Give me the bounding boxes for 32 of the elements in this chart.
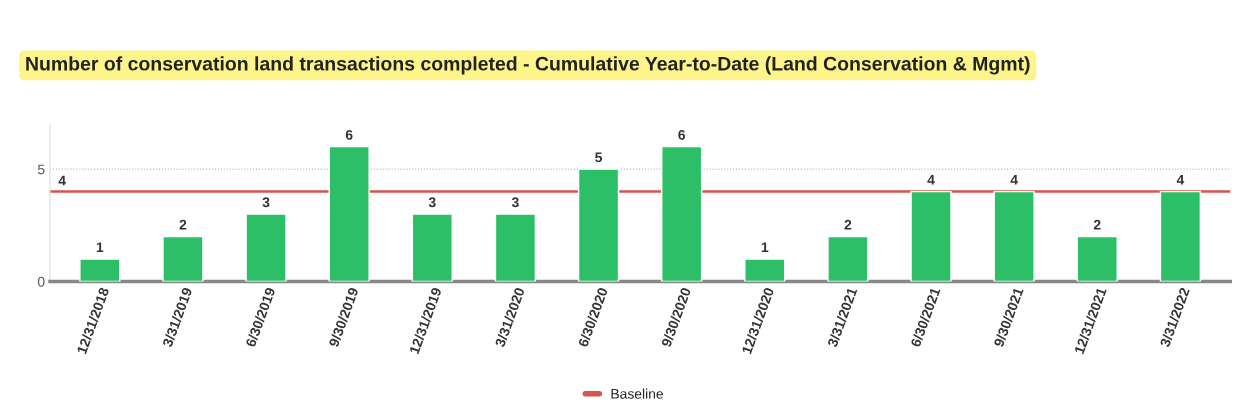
data-label: 1 <box>96 242 104 252</box>
data-label: 2 <box>1093 219 1101 230</box>
data-label: 3 <box>262 197 270 208</box>
annotation: 4 <box>58 175 66 186</box>
bar <box>661 145 703 282</box>
chart-title: Number of conservation land transactions completed - Cumulative Year-to-Date (Land Conservation & Mgmt) <box>26 56 1030 75</box>
data-label: 4 <box>927 175 935 185</box>
data-label: 4 <box>1176 175 1185 185</box>
bar <box>411 213 453 282</box>
data-label: 5 <box>595 152 603 163</box>
data-label: 1 <box>761 242 769 252</box>
bar <box>245 213 287 282</box>
data-label: 2 <box>844 219 852 230</box>
data-label: 2 <box>179 219 187 230</box>
data-label: 4 <box>1010 175 1018 185</box>
data-label: 6 <box>345 129 353 140</box>
bar <box>910 190 952 282</box>
data-label: 3 <box>511 197 519 208</box>
y-tick-label: 0 <box>37 276 45 287</box>
bar <box>1159 190 1202 282</box>
data-label: 3 <box>428 197 436 208</box>
bar <box>328 145 370 282</box>
bar <box>162 235 204 282</box>
bar <box>79 258 121 282</box>
bar <box>494 213 537 282</box>
bar <box>577 168 620 282</box>
bar <box>827 235 869 282</box>
legend-label: Baseline <box>611 388 664 399</box>
data-label: 6 <box>678 129 686 140</box>
bar <box>1076 235 1118 282</box>
bar <box>993 190 1035 282</box>
bar <box>744 258 786 282</box>
